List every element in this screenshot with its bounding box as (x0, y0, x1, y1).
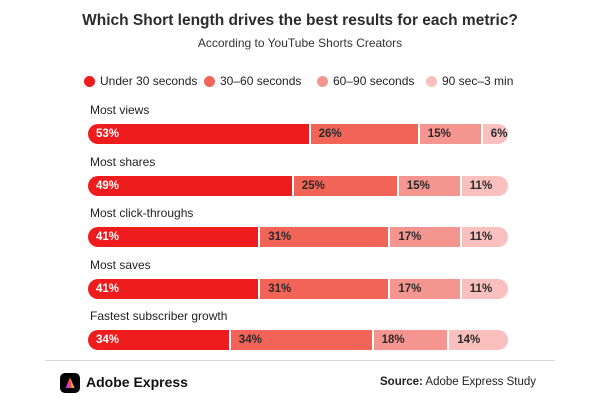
data-label: 17% (398, 282, 422, 295)
data-label: 31% (268, 231, 292, 243)
adobe-express-logo-icon (60, 373, 80, 393)
legend-item: Under 30 seconds (84, 72, 197, 90)
bar-segment (88, 175, 294, 196)
legend-item: 60–90 seconds (317, 72, 414, 90)
bar-segment (449, 330, 508, 350)
bar-segment (461, 278, 508, 299)
data-label: 41% (96, 231, 120, 243)
stacked-bar: 41% 31% 17% 11% (88, 278, 508, 299)
bar-segment (293, 175, 399, 196)
data-label: 49% (96, 179, 120, 192)
data-label: 15% (406, 179, 430, 192)
data-label: 41% (96, 282, 120, 295)
chart-legend: Under 30 seconds 30–60 seconds 60–90 secon… (84, 72, 544, 90)
category-label: Fastest subscriber growth (90, 309, 228, 323)
source-note: Source: Adobe Express Study (380, 376, 536, 388)
data-label: 34% (238, 334, 262, 346)
chart-title: Which Short length drives the best resul… (82, 12, 518, 29)
legend-label: 30–60 seconds (220, 74, 302, 88)
bar-segment (310, 124, 420, 144)
data-label: 11% (469, 231, 493, 243)
data-label: 26% (318, 128, 342, 140)
bar-segment (88, 278, 261, 299)
data-label: 11% (469, 179, 493, 192)
footer-divider (45, 360, 555, 361)
legend-label: 90 sec–3 min (442, 74, 514, 88)
bar-segment (373, 330, 450, 350)
legend-swatch (317, 75, 328, 87)
bar-segment (461, 175, 508, 196)
brand-name: Adobe Express (86, 374, 188, 390)
category-label: Most click-throughs (90, 206, 194, 220)
bar-segment (260, 227, 391, 247)
chart-subtitle: According to YouTube Shorts Creators (197, 36, 403, 50)
bar-segment (88, 330, 231, 350)
bar-segment (390, 227, 462, 247)
data-label: 14% (457, 334, 481, 346)
legend-swatch (84, 75, 95, 87)
category-label: Most shares (90, 154, 156, 169)
legend-label: Under 30 seconds (100, 74, 198, 88)
stacked-bar: 49% 25% 15% 11% (88, 175, 508, 196)
bar-segment (230, 330, 374, 350)
data-label: 6% (490, 128, 508, 140)
stacked-bar: 53% 26% 15% 6% (88, 124, 508, 144)
legend-swatch (204, 75, 215, 87)
bar-segment (461, 227, 508, 247)
bar-segment (398, 175, 462, 196)
data-label: 11% (469, 282, 493, 295)
category-label: Most views (90, 103, 150, 117)
data-label: 53% (96, 128, 120, 140)
bar-segment (88, 124, 311, 144)
data-label: 31% (268, 282, 292, 295)
data-label: 25% (301, 179, 325, 192)
legend-item: 90 sec–3 min (426, 72, 513, 90)
bar-segment (419, 124, 483, 144)
data-label: 18% (381, 334, 405, 346)
source-label: Source: (380, 376, 423, 388)
stacked-bar: 41% 31% 17% 11% (88, 227, 508, 247)
bar-segment (482, 124, 508, 144)
stacked-bar: 34% 34% 18% 14% (88, 330, 508, 350)
bar-segment (260, 278, 391, 299)
bar-segment (390, 278, 462, 299)
category-label: Most saves (90, 257, 151, 272)
data-label: 17% (398, 231, 422, 243)
legend-item: 30–60 seconds (204, 72, 301, 90)
source-text: Adobe Express Study (425, 376, 536, 388)
bar-segment (88, 227, 261, 247)
legend-swatch (426, 75, 437, 87)
data-label: 15% (427, 128, 451, 140)
data-label: 34% (96, 334, 120, 346)
legend-label: 60–90 seconds (333, 74, 415, 88)
